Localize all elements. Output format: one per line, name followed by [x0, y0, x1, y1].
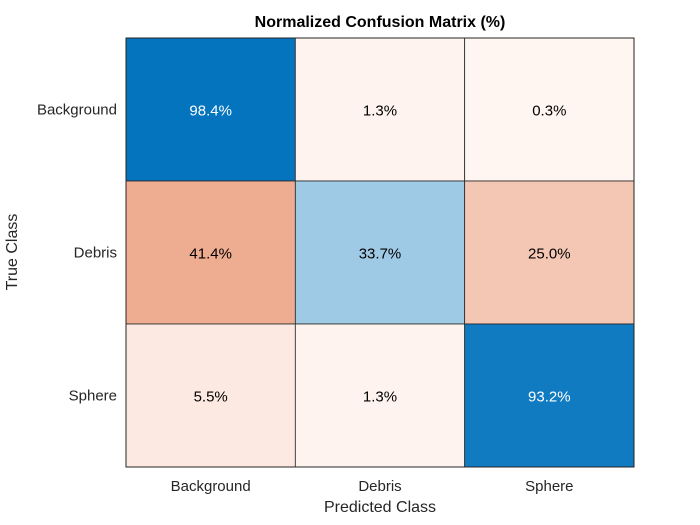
y-tick-label: Debris — [74, 245, 117, 262]
cell-value-label: 41.4% — [189, 246, 232, 263]
matrix-cell — [294, 323, 466, 468]
cell-value-label: 25.0% — [528, 246, 571, 263]
matrix-cell — [294, 180, 466, 325]
cell-value-label: 93.2% — [528, 389, 571, 406]
matrix-border — [125, 37, 635, 468]
chart-title: Normalized Confusion Matrix (%) — [254, 14, 506, 31]
x-axis-label: Predicted Class — [323, 499, 437, 516]
cell-value-label: 98.4% — [189, 103, 232, 120]
cell-value-label: 1.3% — [363, 103, 397, 120]
cell-value-label: 1.3% — [363, 389, 397, 406]
matrix-cell — [464, 323, 635, 468]
y-tick-label: Sphere — [69, 388, 117, 405]
matrix-cell — [125, 323, 296, 468]
cell-value-label: 33.7% — [359, 246, 402, 263]
x-tick-label: Debris — [358, 478, 401, 495]
x-tick-label: Sphere — [525, 478, 573, 495]
cell-value-label: 5.5% — [194, 389, 228, 406]
y-tick-label: Background — [37, 102, 117, 119]
x-tick-label: Background — [171, 478, 251, 495]
matrix-cell — [125, 180, 296, 325]
cell-value-label: 0.3% — [532, 103, 566, 120]
matrix-cell — [464, 180, 635, 325]
y-axis-label: True Class — [4, 213, 21, 291]
matrix-cell — [294, 37, 466, 182]
